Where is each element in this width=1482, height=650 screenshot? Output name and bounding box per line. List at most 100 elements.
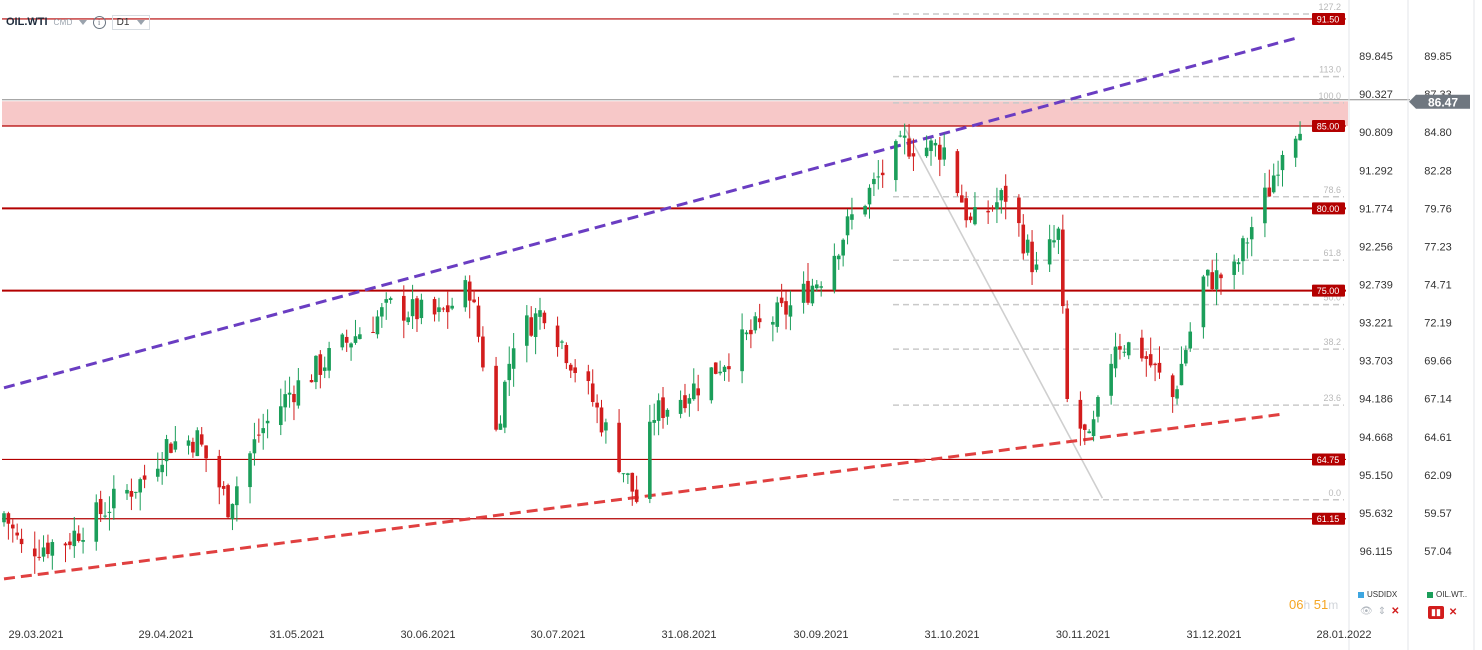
bullish-candle xyxy=(1232,261,1236,275)
bullish-candle xyxy=(380,307,384,317)
bullish-candle xyxy=(278,406,283,426)
bullish-candle xyxy=(173,441,178,450)
bullish-candle xyxy=(450,305,454,309)
legend-label: USDIDX xyxy=(1367,590,1398,599)
bearish-candle xyxy=(129,490,134,497)
bearish-candle xyxy=(757,318,762,323)
level-label-box xyxy=(1312,284,1345,297)
bearish-candle xyxy=(599,407,604,433)
y-axis-tick-label: 84.80 xyxy=(1424,127,1452,139)
bearish-candle xyxy=(1157,362,1162,373)
bullish-candle xyxy=(652,420,657,423)
bearish-candle xyxy=(318,354,323,375)
bearish-candle xyxy=(476,305,481,337)
channel-upper-trendline xyxy=(3,35,1301,390)
close-icon[interactable]: ✕ xyxy=(1391,606,1400,617)
bearish-candle xyxy=(564,344,569,364)
eye-icon[interactable]: 👁 xyxy=(1360,606,1373,617)
bearish-candle xyxy=(32,548,37,557)
bullish-candle xyxy=(621,473,626,475)
bearish-candle xyxy=(1118,346,1122,350)
bullish-candle xyxy=(94,502,99,542)
bearish-candle xyxy=(46,542,50,555)
bullish-candle xyxy=(1052,240,1056,243)
secondary-axis-tick-label: 92.256 xyxy=(1359,242,1393,254)
x-axis-date-label: 31.08.2021 xyxy=(661,629,716,641)
x-axis-date-label: 28.01.2022 xyxy=(1316,629,1371,641)
bearish-candle xyxy=(727,366,731,370)
bearish-candle xyxy=(441,308,446,310)
bearish-candle xyxy=(568,364,573,371)
bullish-candle xyxy=(801,283,806,303)
bullish-candle xyxy=(1271,175,1276,193)
x-axis-date-label: 29.03.2021 xyxy=(8,629,63,641)
bullish-candle xyxy=(138,479,142,493)
info-icon[interactable]: i xyxy=(92,15,106,29)
bearish-candle xyxy=(586,371,591,382)
bullish-candle xyxy=(252,439,257,454)
bullish-candle xyxy=(1056,228,1061,240)
bearish-candle xyxy=(309,380,314,383)
bearish-candle xyxy=(1148,354,1153,366)
bullish-candle xyxy=(1241,238,1245,262)
bearish-candle xyxy=(1140,337,1144,359)
y-axis-tick-label: 69.66 xyxy=(1424,356,1452,368)
bullish-candle xyxy=(50,542,55,556)
bullish-candle xyxy=(287,392,292,395)
bearish-candle xyxy=(68,541,72,546)
y-axis-tick-label: 57.04 xyxy=(1424,546,1452,558)
bullish-candle xyxy=(2,513,6,523)
y-axis-tick-label: 67.14 xyxy=(1424,394,1452,406)
bearish-candle xyxy=(542,312,547,324)
fib-level-label: 38.2 xyxy=(1323,337,1341,347)
bullish-candle xyxy=(1113,346,1118,369)
bullish-candle xyxy=(195,430,200,457)
secondary-axis-tick-label: 95.632 xyxy=(1359,508,1393,520)
bullish-candle xyxy=(872,178,876,185)
bullish-candle xyxy=(81,539,85,542)
bullish-candle xyxy=(107,511,112,513)
bearish-candle xyxy=(1065,308,1070,400)
bearish-candle xyxy=(191,441,195,453)
fib-level-label: 0.0 xyxy=(1328,488,1341,498)
symbol-name[interactable]: OIL.WTI xyxy=(6,16,48,28)
bullish-candle xyxy=(999,190,1004,201)
bearish-candle xyxy=(784,301,788,315)
bullish-candle xyxy=(709,367,714,401)
legend-label: OIL.WT.. xyxy=(1436,590,1468,599)
level-label-box xyxy=(1312,12,1345,25)
reorder-icon[interactable]: ⇕ xyxy=(1377,606,1387,617)
bullish-candle xyxy=(1276,174,1280,176)
bullish-candle xyxy=(1047,239,1052,265)
bullish-candle xyxy=(740,329,744,372)
candle-style-icon[interactable]: ▮▮ xyxy=(1428,606,1444,619)
legend-item-usdidx[interactable]: USDIDX xyxy=(1358,590,1397,599)
bullish-candle xyxy=(164,439,169,462)
bearish-candle xyxy=(169,443,173,453)
bullish-candle xyxy=(665,409,670,417)
bullish-candle xyxy=(924,147,929,157)
bullish-candle xyxy=(1034,264,1039,270)
bearish-candle xyxy=(199,434,204,445)
bearish-candle xyxy=(402,295,406,321)
timeframe-select[interactable]: D1 xyxy=(111,14,151,30)
bullish-candle xyxy=(819,286,823,288)
legend-item-oil[interactable]: OIL.WT.. xyxy=(1427,590,1467,599)
bullish-candle xyxy=(538,310,542,317)
bullish-candle xyxy=(186,440,191,446)
bearish-candle xyxy=(617,422,621,473)
x-axis-date-label: 30.07.2021 xyxy=(530,629,585,641)
timer-h-unit: h xyxy=(1303,598,1311,612)
chevron-down-icon[interactable] xyxy=(78,19,87,25)
bearish-candle xyxy=(529,317,534,336)
level-label-box xyxy=(1312,453,1345,466)
x-axis-date-label: 31.12.2021 xyxy=(1186,629,1241,641)
bearish-candle xyxy=(467,281,472,301)
legend-swatch xyxy=(1427,591,1433,598)
bullish-candle xyxy=(384,299,389,303)
bullish-candle xyxy=(933,142,938,146)
close-icon[interactable]: ✕ xyxy=(1448,607,1458,618)
bullish-candle xyxy=(388,298,393,300)
bullish-candle xyxy=(1091,419,1096,437)
